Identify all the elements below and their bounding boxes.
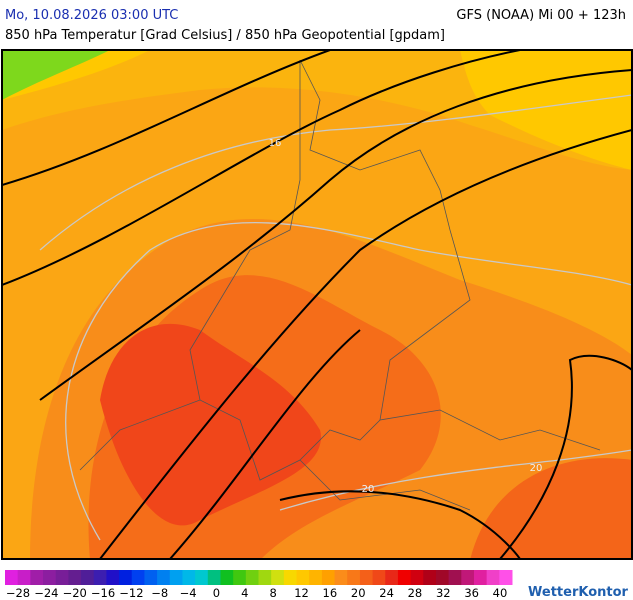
colorbar-swatch: [55, 570, 69, 585]
map-frame: [1, 49, 633, 560]
colorbar-label: 0: [213, 586, 220, 600]
colorbar-label: 20: [351, 586, 366, 600]
colorbar-swatch: [347, 570, 361, 585]
colorbar-swatch: [461, 570, 475, 585]
datetime: Mo, 10.08.2026 03:00 UTC: [5, 8, 178, 23]
colorbar-swatch: [359, 570, 374, 585]
colorbar-swatch: [397, 570, 412, 585]
colorbar-swatch: [423, 570, 437, 585]
contour-label: 16: [269, 138, 282, 149]
colorbar-swatch: [372, 570, 386, 585]
colorbar-swatch: [435, 570, 450, 585]
colorbar-swatch: [334, 570, 348, 585]
colorbar-swatch: [169, 570, 183, 585]
colorbar-swatch: [30, 570, 44, 585]
colorbar-swatch: [93, 570, 107, 585]
colorbar-swatch: [245, 570, 259, 585]
borders: [79, 59, 601, 511]
colorbar-label: 24: [379, 586, 394, 600]
contour-label: 20: [530, 463, 543, 474]
geopotential-lines: [2, 50, 632, 559]
colorbar-swatch: [283, 570, 298, 585]
colorbar-swatch: [296, 570, 310, 585]
colorbar-label: −24: [34, 586, 58, 600]
colorbar-swatch: [43, 570, 57, 585]
colorbar-swatch: [410, 570, 424, 585]
colorbar-swatch: [448, 570, 462, 585]
model-run: GFS (NOAA) Mi 00 + 123h: [456, 8, 626, 23]
contour-label: 20: [362, 484, 375, 495]
colorbar-label: −4: [180, 586, 197, 600]
colorbar-swatch: [233, 570, 247, 585]
colorbar-swatch: [68, 570, 82, 585]
colorbar-label: −16: [91, 586, 115, 600]
colorbar: −28 −24 −20 −16 −12 −8 −4 0 4 8 12 16 20 24 28 32 36 40: [5, 570, 513, 600]
colorbar-label: 8: [270, 586, 277, 600]
colorbar-label: 28: [408, 586, 423, 600]
colorbar-label: −8: [151, 586, 168, 600]
colorbar-label: 36: [464, 586, 479, 600]
subtitle: 850 hPa Temperatur [Grad Celsius] / 850 …: [5, 28, 445, 43]
colorbar-label: −28: [6, 586, 30, 600]
colorbar-swatch: [309, 570, 323, 585]
colorbar-swatch: [81, 570, 95, 585]
colorbar-swatch: [182, 570, 196, 585]
colorbar-swatch: [195, 570, 209, 585]
colorbar-label: 12: [294, 586, 309, 600]
colorbar-swatch: [385, 570, 399, 585]
colorbar-swatch: [106, 570, 120, 585]
colorbar-label: 32: [436, 586, 451, 600]
colorbar-swatch: [5, 570, 19, 585]
colorbar-label: 40: [493, 586, 508, 600]
colorbar-swatch: [499, 570, 513, 585]
colorbar-swatch: [220, 570, 234, 585]
colorbar-label: −12: [119, 586, 143, 600]
colorbar-swatch: [473, 570, 488, 585]
colorbar-swatch: [207, 570, 221, 585]
colorbar-label: −20: [63, 586, 87, 600]
colorbar-swatch: [17, 570, 31, 585]
colorbar-swatch: [321, 570, 336, 585]
colorbar-label: 4: [241, 586, 248, 600]
colorbar-swatch: [119, 570, 133, 585]
colorbar-swatch: [131, 570, 145, 585]
map: 16 20 20: [2, 50, 632, 559]
colorbar-label: 16: [323, 586, 338, 600]
colorbar-swatch: [157, 570, 171, 585]
colorbar-swatch: [271, 570, 285, 585]
colorbar-swatch: [144, 570, 158, 585]
colorbar-swatch: [258, 570, 272, 585]
colorbar-swatch: [486, 570, 500, 585]
logo: WetterKontor: [528, 585, 629, 600]
